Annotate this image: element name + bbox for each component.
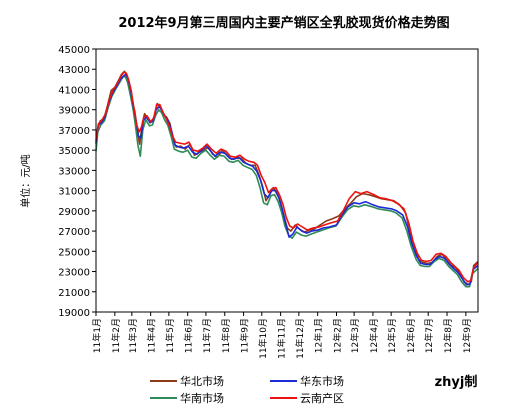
x-tick-label: 12年5月 bbox=[386, 318, 398, 353]
x-tick-label: 11年10月 bbox=[257, 318, 269, 359]
x-tick-label: 11年9月 bbox=[239, 318, 251, 353]
watermark: zhyj制 bbox=[435, 374, 478, 390]
y-tick-label: 33000 bbox=[58, 166, 90, 177]
x-tick-label: 12年8月 bbox=[442, 318, 454, 353]
y-tick-label: 45000 bbox=[58, 45, 90, 56]
x-tick-label: 12年3月 bbox=[349, 318, 361, 353]
series-line-2 bbox=[95, 73, 479, 286]
x-tick-label: 11年3月 bbox=[127, 318, 139, 353]
x-tick-label: 11年4月 bbox=[146, 318, 158, 353]
legend: 华北市场 华东市场 华南市场 云南产区 bbox=[150, 374, 344, 405]
x-tick-label: 12年2月 bbox=[331, 318, 343, 353]
y-tick-label: 21000 bbox=[58, 288, 90, 299]
y-tick-label: 29000 bbox=[58, 207, 90, 218]
x-tick-label: 12年7月 bbox=[423, 318, 435, 353]
x-tick-label: 11年2月 bbox=[110, 318, 122, 353]
y-tick-label: 23000 bbox=[58, 268, 90, 279]
x-tick-label: 12年1月 bbox=[313, 318, 325, 353]
x-tick-label: 11年11月 bbox=[276, 318, 288, 359]
plot-frame bbox=[95, 48, 479, 313]
y-axis: 19000 21000 23000 25000 27000 29000 31000 33000… bbox=[58, 45, 96, 319]
y-tick-label: 31000 bbox=[58, 187, 90, 198]
y-tick-label: 39000 bbox=[58, 106, 90, 117]
x-tick-label: 11年6月 bbox=[183, 318, 195, 353]
series-lines bbox=[95, 70, 479, 288]
x-tick-label: 12年9月 bbox=[461, 318, 473, 353]
legend-label-huanan: 华南市场 bbox=[180, 391, 224, 405]
x-tick-label: 12年6月 bbox=[405, 318, 417, 353]
series-line-4 bbox=[95, 71, 479, 283]
legend-label-huadong: 华东市场 bbox=[300, 374, 344, 388]
y-tick-label: 27000 bbox=[58, 227, 90, 238]
x-tick-label: 11年1月 bbox=[91, 318, 103, 353]
x-tick-label: 11年5月 bbox=[164, 318, 176, 353]
legend-label-yunnan: 云南产区 bbox=[300, 391, 344, 405]
x-axis: 11年1月 11年2月 11年3月 11年4月 11年5月 11年6月 11年7月 11年8月… bbox=[91, 312, 473, 359]
series-line-3 bbox=[95, 75, 479, 288]
y-axis-label: 单位：元/吨 bbox=[19, 154, 32, 207]
x-tick-label: 12年4月 bbox=[368, 318, 380, 353]
x-tick-label: 11年12月 bbox=[294, 318, 306, 359]
y-tick-label: 43000 bbox=[58, 65, 90, 76]
y-tick-label: 19000 bbox=[58, 308, 90, 319]
legend-label-huabei: 华北市场 bbox=[180, 374, 224, 388]
x-tick-label: 11年8月 bbox=[220, 318, 232, 353]
y-tick-label: 35000 bbox=[58, 146, 90, 157]
chart-title: 2012年9月第三周国内主要产销区全乳胶现货价格走势图 bbox=[118, 15, 449, 31]
y-tick-label: 37000 bbox=[58, 126, 90, 137]
y-tick-label: 41000 bbox=[58, 85, 90, 96]
x-tick-label: 11年7月 bbox=[201, 318, 213, 353]
y-tick-label: 25000 bbox=[58, 247, 90, 258]
